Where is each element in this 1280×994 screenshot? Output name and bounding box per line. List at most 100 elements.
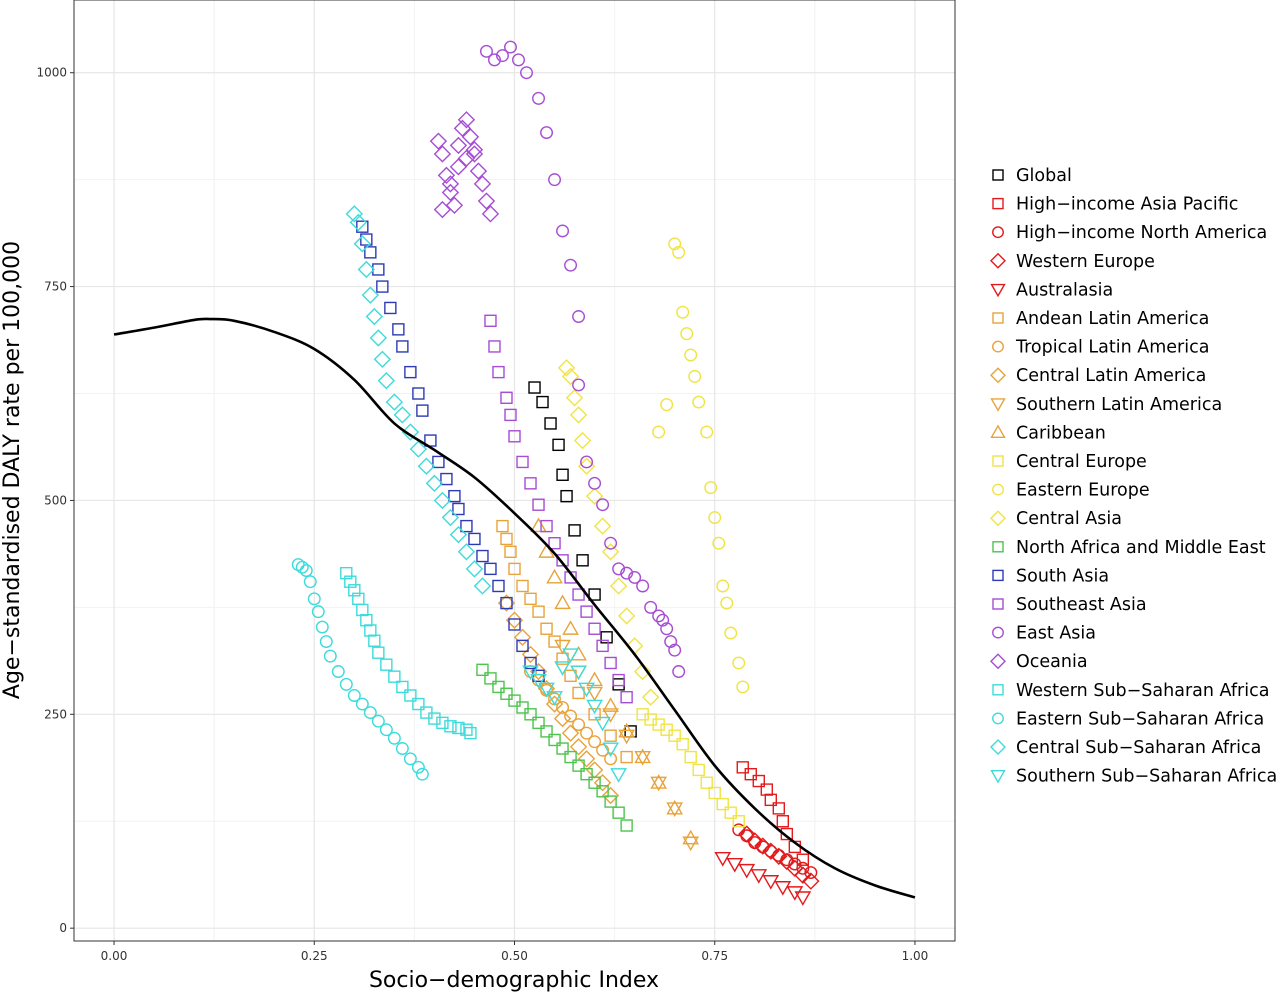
legend-item: Caribbean	[990, 423, 1106, 443]
data-point	[448, 489, 461, 503]
legend-key	[992, 455, 1004, 467]
data-point	[412, 387, 425, 400]
data-point	[353, 235, 372, 253]
data-point	[538, 543, 555, 558]
y-tick-label: 750	[44, 280, 67, 294]
data-point	[546, 691, 563, 706]
data-point	[432, 455, 445, 469]
data-point	[469, 162, 488, 180]
data-point	[572, 759, 585, 772]
data-point	[473, 577, 492, 595]
legend-label: North Africa and Middle East	[1016, 538, 1266, 558]
legend-item: East Asia	[992, 624, 1096, 644]
legend-item: Southern Latin America	[990, 395, 1222, 415]
data-point	[562, 648, 579, 663]
data-point	[620, 819, 633, 832]
data-point	[545, 695, 564, 713]
data-point	[395, 742, 409, 755]
data-point	[750, 869, 768, 884]
data-point	[429, 132, 448, 150]
data-point	[578, 682, 595, 698]
data-point	[676, 305, 690, 319]
legend-key	[990, 770, 1006, 784]
data-point	[481, 205, 500, 223]
data-point	[528, 381, 541, 394]
legend-key	[990, 653, 1006, 670]
data-point	[403, 752, 417, 766]
data-point	[736, 761, 749, 774]
legend-key	[992, 226, 1004, 239]
data-point	[688, 369, 702, 383]
data-point	[396, 680, 409, 694]
data-point	[617, 607, 636, 625]
legend-label: Australasia	[1016, 280, 1113, 300]
data-point	[556, 468, 569, 481]
data-point	[796, 861, 810, 875]
y-tick-label: 0	[59, 921, 67, 935]
legend-label: Andean Latin America	[1016, 309, 1209, 329]
data-point	[666, 802, 684, 817]
data-point	[425, 474, 444, 493]
data-point	[636, 579, 650, 593]
data-point	[524, 656, 537, 670]
data-point	[357, 260, 376, 279]
data-point	[744, 767, 757, 781]
legend: Global High−income Asia Pacific High−incom…	[990, 166, 1277, 787]
x-tick-label: 0.50	[501, 949, 528, 963]
data-point	[380, 658, 393, 671]
x-tick-label: 1.00	[902, 949, 929, 963]
data-point	[349, 213, 368, 232]
data-point	[604, 729, 617, 742]
data-point	[788, 857, 802, 871]
data-point	[569, 406, 588, 424]
legend-key	[992, 340, 1004, 353]
data-point	[412, 697, 425, 711]
data-point	[569, 738, 588, 756]
data-point	[774, 881, 792, 896]
data-point	[500, 532, 513, 546]
data-point	[712, 536, 726, 550]
legend-label: High−income North America	[1016, 223, 1267, 243]
data-point	[445, 196, 464, 214]
data-point	[476, 549, 489, 563]
legend-item: High−income North America	[992, 223, 1267, 243]
data-point	[794, 866, 812, 884]
data-point	[560, 489, 573, 503]
data-point	[540, 519, 553, 533]
data-point	[572, 310, 586, 323]
data-point	[770, 847, 788, 865]
data-point	[684, 750, 697, 764]
data-point	[561, 724, 580, 742]
data-point	[601, 786, 620, 805]
data-point	[404, 365, 417, 379]
data-point	[492, 365, 505, 379]
data-points	[291, 40, 820, 906]
legend-label: Tropical Latin America	[1015, 338, 1209, 358]
data-point	[356, 603, 369, 617]
data-point	[524, 592, 537, 606]
data-point	[576, 554, 589, 567]
data-point	[516, 579, 529, 593]
data-point	[441, 175, 460, 193]
data-point	[500, 391, 513, 404]
data-point	[572, 718, 586, 732]
data-point	[484, 562, 497, 576]
data-point	[628, 570, 642, 584]
data-point	[532, 716, 545, 730]
data-point	[465, 560, 484, 578]
data-point	[360, 233, 373, 246]
legend-label: Caribbean	[1016, 423, 1106, 443]
data-point	[500, 596, 513, 610]
data-point	[650, 774, 668, 789]
legend-key	[992, 684, 1004, 696]
data-point	[557, 359, 576, 377]
data-point	[396, 340, 409, 353]
data-point	[473, 175, 492, 193]
legend-key	[992, 483, 1004, 496]
data-point	[666, 799, 684, 815]
data-point	[496, 519, 509, 533]
data-point	[299, 564, 313, 578]
legend-item: Oceania	[990, 652, 1088, 672]
legend-label: Central Sub−Saharan Africa	[1016, 738, 1261, 758]
data-point	[554, 639, 571, 655]
